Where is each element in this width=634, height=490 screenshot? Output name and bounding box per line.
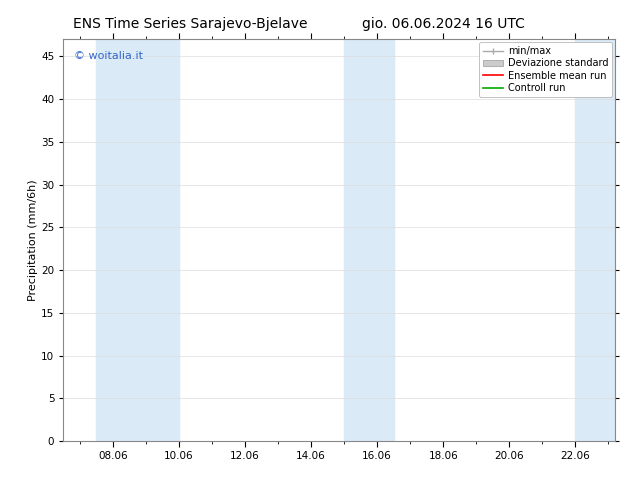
Bar [575,39,615,441]
Y-axis label: Precipitation (mm/6h): Precipitation (mm/6h) [29,179,38,301]
Text: ENS Time Series Sarajevo-Bjelave: ENS Time Series Sarajevo-Bjelave [73,17,307,31]
Bar [344,39,394,441]
Text: gio. 06.06.2024 16 UTC: gio. 06.06.2024 16 UTC [363,17,525,31]
Legend: min/max, Deviazione standard, Ensemble mean run, Controll run: min/max, Deviazione standard, Ensemble m… [479,42,612,97]
Text: © woitalia.it: © woitalia.it [74,51,143,61]
Bar [96,39,179,441]
